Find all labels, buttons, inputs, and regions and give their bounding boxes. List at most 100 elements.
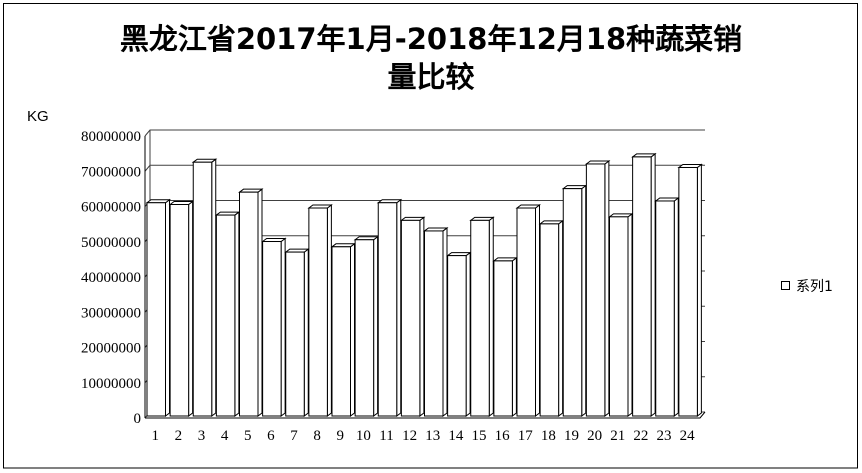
legend-label: 系列1 — [796, 279, 833, 295]
x-tick-label: 4 — [221, 428, 229, 444]
x-tick-label: 15 — [472, 428, 487, 444]
bar-1-front — [146, 202, 166, 417]
bar-24-side — [696, 163, 702, 417]
bar-16 — [492, 256, 518, 417]
bar-17-side — [535, 204, 540, 417]
x-tick-label: 16 — [495, 428, 511, 444]
bar-16-front — [493, 260, 513, 417]
bar-7-side — [303, 248, 309, 417]
bar-11 — [376, 198, 403, 417]
bar-10-side — [373, 235, 379, 417]
bar-2 — [168, 200, 195, 417]
x-tick-label: 22 — [633, 428, 648, 444]
x-tick-label: 17 — [518, 428, 534, 444]
gridline — [144, 129, 705, 137]
bar-6 — [261, 237, 287, 417]
bar-21-side — [627, 212, 633, 417]
y-tick-label: 0 — [134, 411, 142, 427]
bar-9-side — [350, 242, 355, 417]
bar-24 — [677, 163, 703, 417]
bar-3-side — [211, 158, 217, 417]
legend: 系列1 — [781, 279, 833, 295]
bar-3-front — [192, 161, 213, 417]
gridline — [144, 200, 705, 207]
y-tick-label: 20000000 — [81, 341, 141, 357]
bar-20-side — [604, 159, 610, 417]
bar-23-front — [655, 200, 675, 417]
bar-18-side — [558, 219, 564, 417]
bar-8 — [307, 204, 333, 417]
bar-18-front — [539, 223, 560, 417]
y-tick-label: 50000000 — [81, 235, 141, 251]
x-tick-label: 2 — [175, 428, 183, 444]
bar-22-side — [650, 152, 656, 417]
bar-7-front — [285, 251, 305, 417]
bar-9-front — [331, 246, 351, 417]
x-tick-label: 13 — [425, 428, 440, 444]
bar-12 — [399, 216, 426, 417]
bar-21-front — [609, 216, 629, 417]
bar-17-front — [516, 207, 536, 417]
bar-22 — [631, 152, 657, 417]
bar-13-front — [424, 230, 444, 417]
x-tick-label: 24 — [680, 428, 696, 444]
bar-19-front — [562, 188, 583, 417]
bar-22-front — [632, 156, 652, 417]
x-tick-label: 3 — [198, 428, 206, 444]
bar-12-side — [419, 216, 425, 417]
x-tick-label: 8 — [313, 428, 321, 444]
bar-9 — [330, 242, 356, 417]
bar-12-front — [400, 219, 421, 417]
bar-6-front — [262, 241, 282, 417]
y-tick-label: 40000000 — [81, 270, 141, 286]
bar-4-front — [215, 214, 236, 417]
x-tick-label: 7 — [290, 428, 298, 444]
bar-5-front — [239, 191, 259, 417]
y-tick-label: 70000000 — [81, 164, 141, 180]
gridline — [144, 164, 705, 172]
x-tick-label: 23 — [657, 428, 672, 444]
chart-title: 黑龙江省2017年1月-2018年12月18种蔬菜销 量比较 — [119, 22, 743, 94]
bar-5-side — [257, 188, 263, 417]
bar-15-front — [470, 219, 490, 417]
x-tick-label: 12 — [402, 428, 417, 444]
x-tick-label: 1 — [152, 428, 160, 444]
x-tick-label: 19 — [564, 428, 579, 444]
bar-8-side — [326, 204, 332, 417]
bar-11-side — [396, 198, 402, 417]
bar-1 — [145, 198, 171, 417]
bar-7 — [284, 248, 310, 417]
floor-edge — [145, 411, 706, 419]
x-tick-label: 20 — [587, 428, 602, 444]
bar-13-side — [442, 226, 448, 417]
y-tick-label: 10000000 — [81, 376, 141, 392]
bar-21 — [608, 212, 634, 417]
bar-20-front — [585, 163, 606, 417]
chart-frame — [3, 3, 858, 469]
bar-14-front — [447, 255, 467, 417]
bar-18 — [538, 219, 565, 417]
bar-20 — [584, 159, 611, 417]
bar-8-front — [308, 207, 328, 417]
y-tick-label: 30000000 — [81, 305, 141, 321]
bar-23 — [654, 196, 680, 417]
bar-4 — [214, 211, 241, 417]
bar-6-side — [280, 237, 286, 417]
bar-19 — [561, 184, 588, 417]
y-tick-labels: 0 10000000 20000000 30000000 40000000 5000000… — [81, 129, 141, 427]
bar-19-side — [581, 184, 587, 417]
bar-15-side — [488, 216, 494, 417]
bar-14 — [446, 251, 472, 417]
bar-11-front — [377, 202, 398, 417]
x-tick-labels: 1 2 3 4 5 6 7 8 9 10 11 12 13 14 15 16 17 18 19 20 21 22 23 24 — [152, 428, 696, 444]
x-tick-label: 14 — [448, 428, 464, 444]
bar-2-side — [188, 200, 194, 417]
bar-10 — [353, 235, 380, 417]
x-tick-label: 18 — [541, 428, 556, 444]
bar-13 — [423, 226, 449, 417]
x-tick-label: 6 — [267, 428, 275, 444]
y-tick-label: 80000000 — [81, 129, 141, 145]
x-tick-label: 5 — [244, 428, 252, 444]
